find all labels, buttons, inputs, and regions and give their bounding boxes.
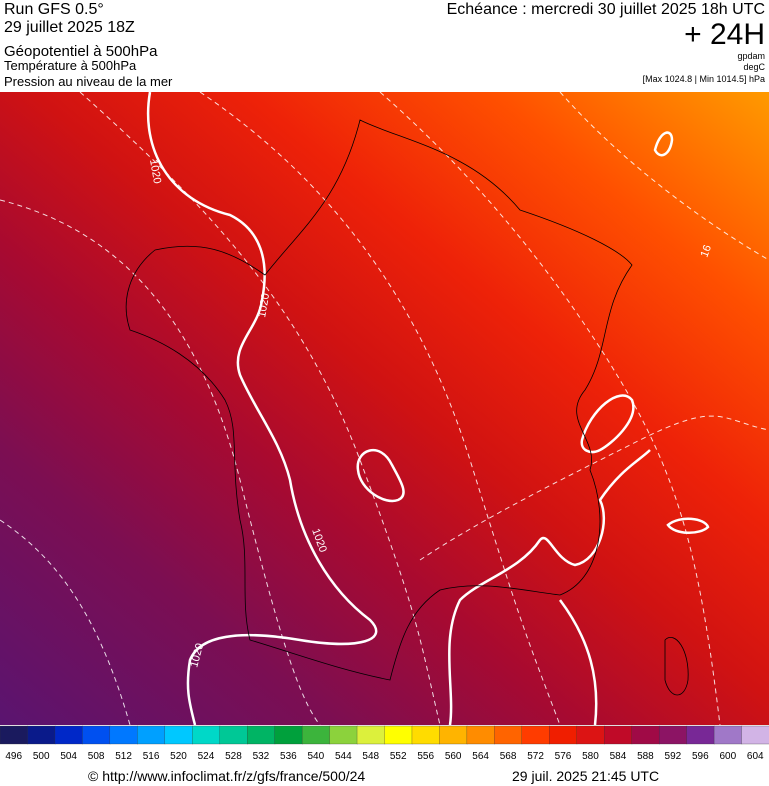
- colorbar-label: 560: [445, 751, 462, 762]
- colorbar-label: 584: [610, 751, 627, 762]
- colorbar-swatch: [109, 725, 138, 745]
- field-temp: Température à 500hPa: [4, 58, 137, 73]
- colorbar-swatch: [466, 725, 496, 745]
- colorbar-swatch: [301, 725, 331, 745]
- colorbar-swatch: [576, 725, 605, 745]
- colorbar-label: 528: [225, 751, 242, 762]
- isobar: [666, 517, 710, 534]
- colorbar-label: 524: [198, 751, 215, 762]
- isotherm: [0, 199, 321, 726]
- colorbar-label: 568: [500, 751, 517, 762]
- colorbar-swatch: [384, 725, 413, 745]
- colorbar-swatch: [82, 725, 111, 745]
- colorbar-label: 572: [527, 751, 544, 762]
- echeance: Echéance : mercredi 30 juillet 2025 18h …: [447, 1, 765, 18]
- isotherm: [419, 415, 769, 561]
- colorbar-swatch: [713, 725, 743, 745]
- colorbar-label: 548: [362, 751, 379, 762]
- field-main: Géopotentiel à 500hPa: [4, 43, 158, 60]
- colorbar-swatch: [521, 725, 550, 745]
- colorbar-label: 540: [307, 751, 324, 762]
- colorbar-label: 564: [472, 751, 489, 762]
- colorbar-label: 544: [335, 751, 352, 762]
- colorbar-label: 592: [665, 751, 682, 762]
- colorbar-swatch: [137, 725, 166, 745]
- colorbar: 496 500 504 508 512 516 520 524 528 532 536 540 544 5…: [0, 725, 769, 762]
- colorbar-swatch: [631, 725, 660, 745]
- lead-time: + 24H: [684, 18, 765, 51]
- isotherm: [199, 91, 561, 726]
- colorbar-swatch: [356, 725, 386, 745]
- isobar: [653, 131, 674, 157]
- isotherm: [0, 519, 131, 726]
- colorbar-label: 512: [115, 751, 132, 762]
- colorbar-label: 508: [88, 751, 105, 762]
- field-background: [0, 92, 769, 725]
- isobar: [146, 91, 378, 726]
- colorbar-label: 576: [555, 751, 572, 762]
- colorbar-swatch: [494, 725, 523, 745]
- colorbar-swatch: [741, 725, 769, 745]
- colorbar-swatch: [439, 725, 468, 745]
- colorbar-label: 532: [253, 751, 270, 762]
- map: 1020 1020 1020 1020 16: [0, 91, 769, 726]
- isobar: [448, 449, 651, 726]
- colorbar-label: 496: [5, 751, 22, 762]
- run-date: 29 juillet 2025 18Z: [4, 19, 135, 36]
- timestamp: 29 juil. 2025 21:45 UTC: [512, 768, 659, 784]
- colorbar-label: 504: [60, 751, 77, 762]
- colorbar-swatch: [686, 725, 715, 745]
- island-border: [664, 637, 689, 696]
- footer: © http://www.infoclimat.fr/z/gfs/france/…: [88, 768, 659, 784]
- colorbar-label: 580: [582, 751, 599, 762]
- isobar-label: 1020: [147, 158, 163, 184]
- colorbar-swatch: [604, 725, 633, 745]
- unit-temp: degC: [743, 62, 765, 72]
- colorbar-swatch: [411, 725, 441, 745]
- isotherm: [559, 91, 769, 261]
- colorbar-swatch: [549, 725, 578, 745]
- colorbar-swatch: [274, 725, 303, 745]
- colorbar-label: 596: [692, 751, 709, 762]
- pressure-range: [Max 1024.8 | Min 1014.5] hPa: [643, 74, 765, 84]
- colorbar-swatch: [27, 725, 56, 745]
- colorbar-swatch: [329, 725, 358, 745]
- colorbar-swatch: [0, 725, 29, 745]
- field-pressure: Pression au niveau de la mer: [4, 74, 173, 89]
- isobar: [580, 394, 635, 454]
- colorbar-label: 516: [143, 751, 160, 762]
- isotherm-label: 16: [699, 243, 714, 259]
- run-label: Run GFS 0.5°: [4, 1, 104, 18]
- colorbar-swatch: [192, 725, 221, 745]
- colorbar-label: 500: [33, 751, 50, 762]
- colorbar-label: 536: [280, 751, 297, 762]
- colorbar-swatch: [54, 725, 84, 745]
- colorbar-label: 604: [747, 751, 764, 762]
- source-url: © http://www.infoclimat.fr/z/gfs/france/…: [88, 768, 365, 784]
- country-border: [125, 119, 633, 681]
- colorbar-swatch: [219, 725, 248, 745]
- isobar-label: 1020: [256, 292, 272, 318]
- colorbar-label: 520: [170, 751, 187, 762]
- isotherm: [79, 91, 441, 726]
- colorbar-label: 552: [390, 751, 407, 762]
- colorbar-swatch: [164, 725, 193, 745]
- colorbar-label: 588: [637, 751, 654, 762]
- header: Run GFS 0.5° 29 juillet 2025 18Z Géopote…: [4, 1, 766, 89]
- colorbar-label: 556: [417, 751, 434, 762]
- colorbar-swatch: [247, 725, 276, 745]
- unit-geo: gpdam: [737, 51, 765, 61]
- isobar: [356, 448, 405, 503]
- colorbar-label: 600: [719, 751, 736, 762]
- colorbar-swatch: [658, 725, 688, 745]
